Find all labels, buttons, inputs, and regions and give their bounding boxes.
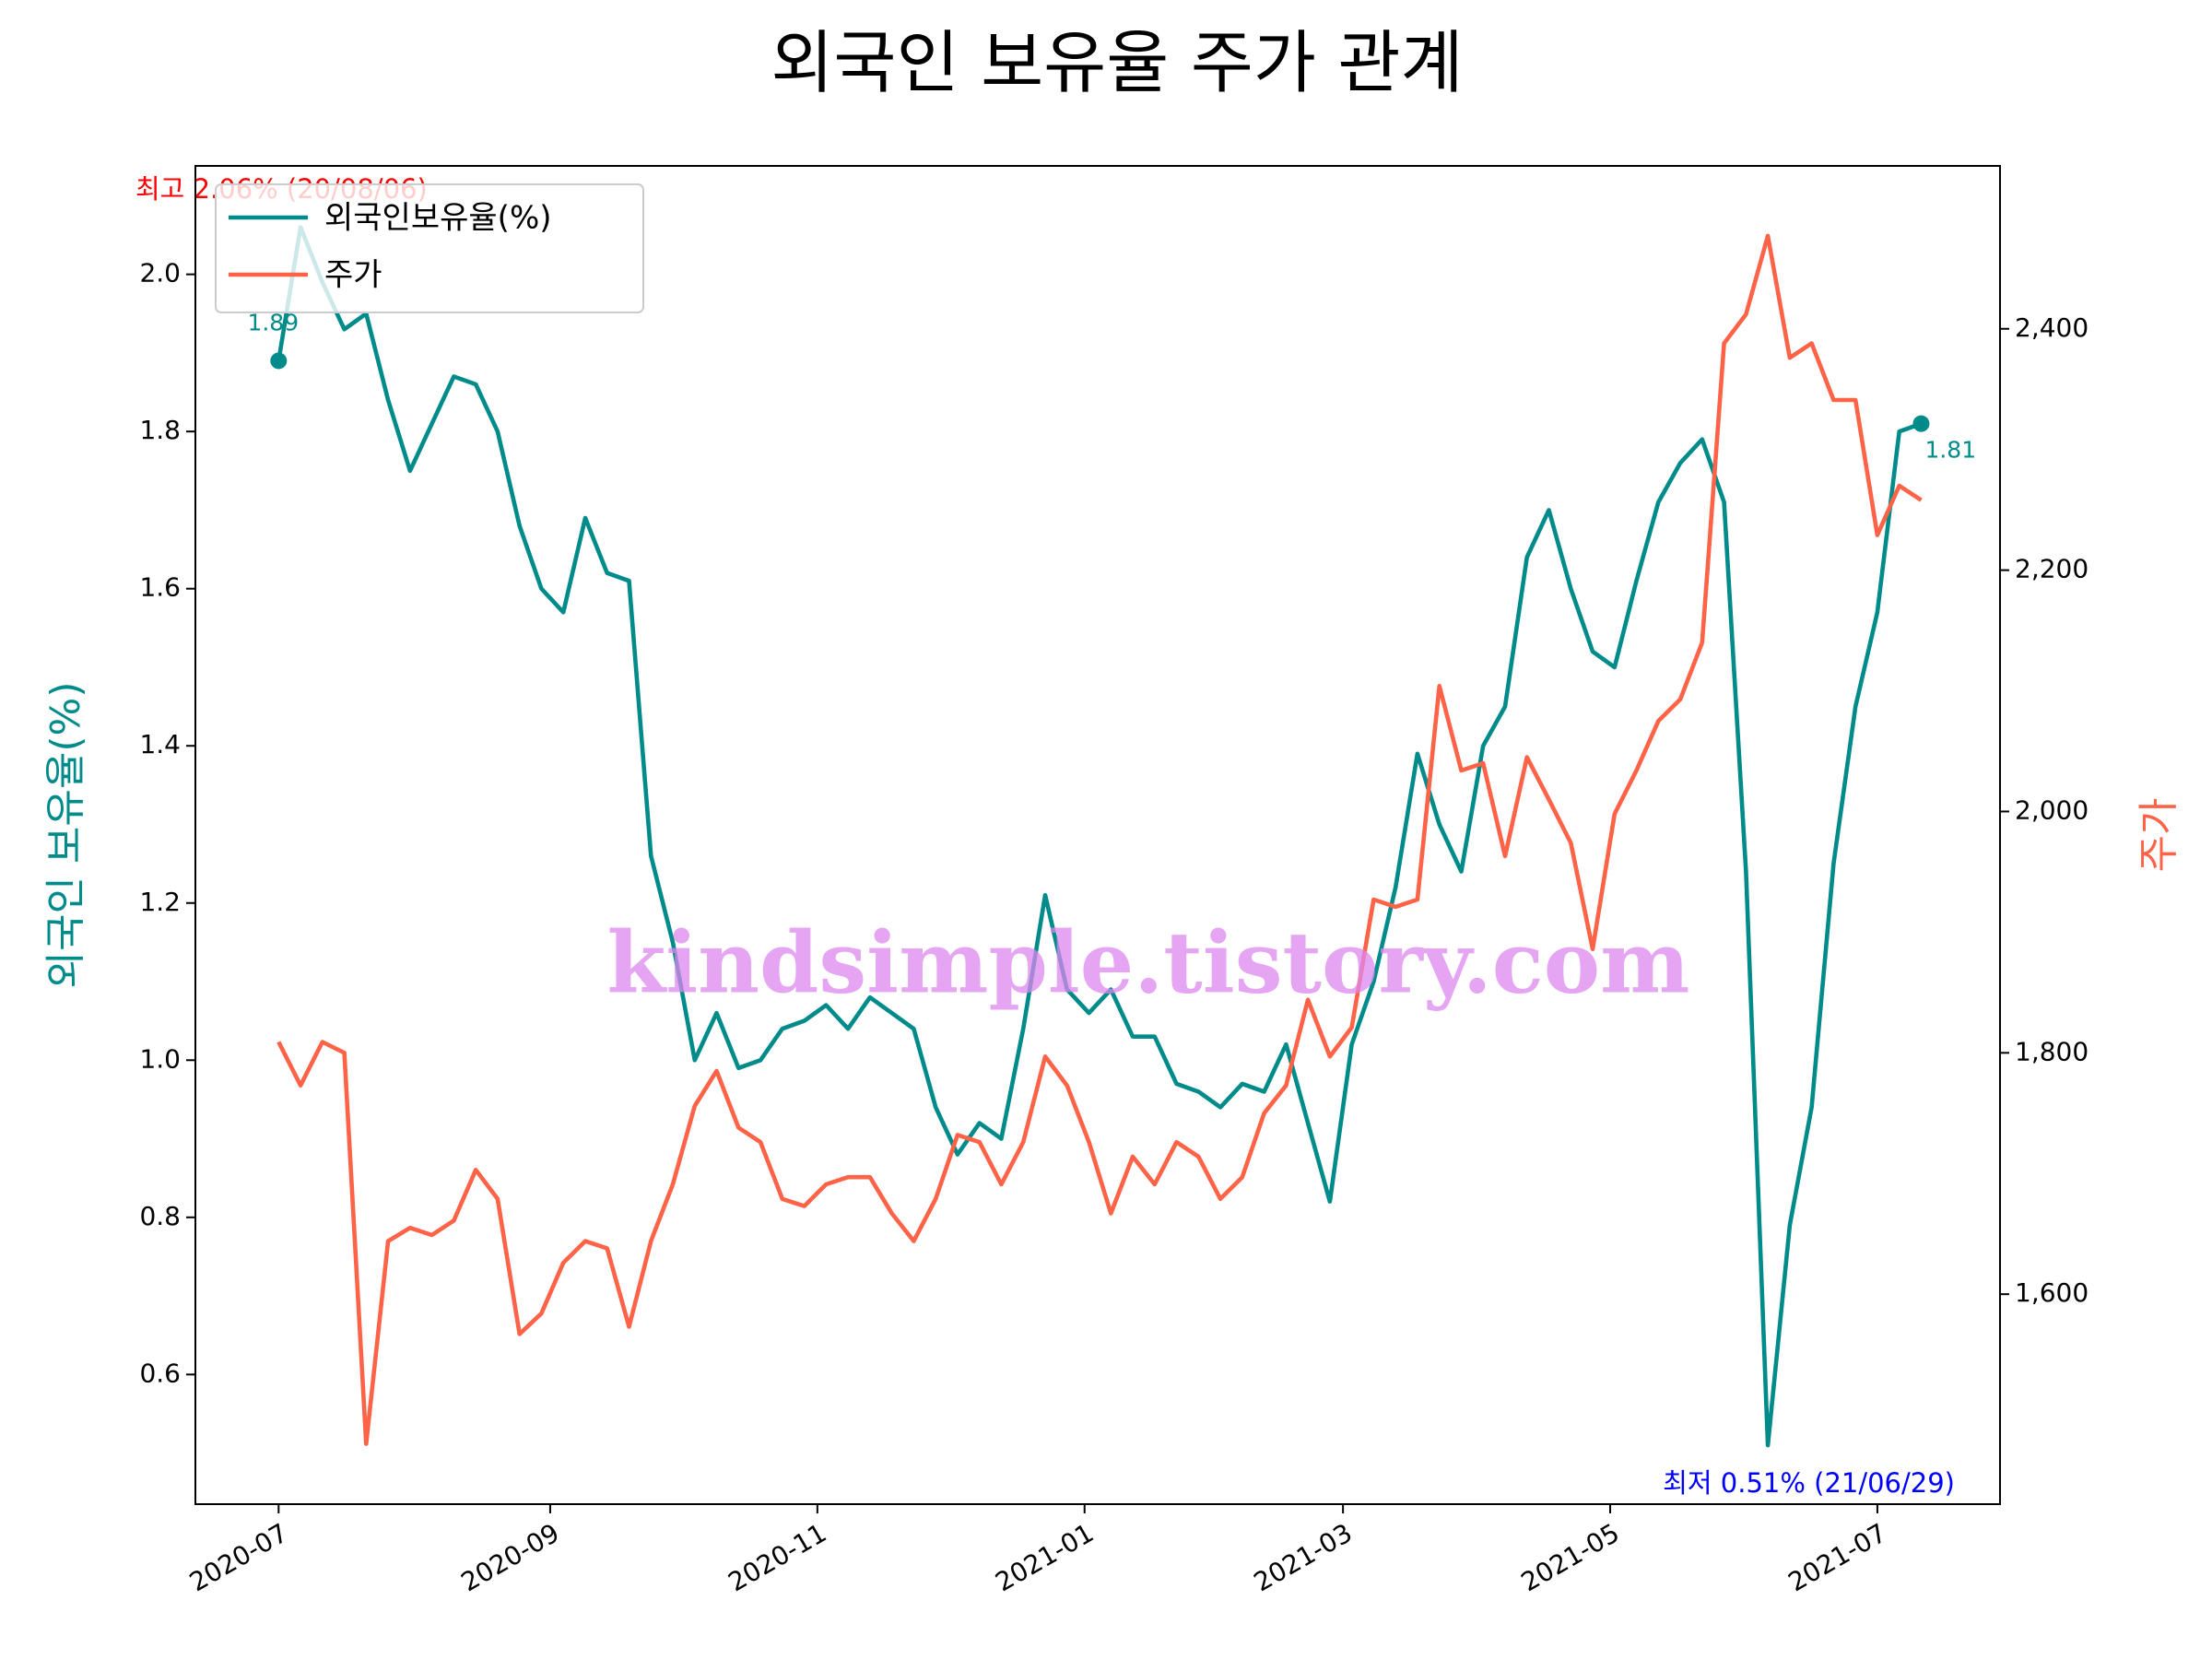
y2-axis-label: 주가 <box>2136 798 2183 873</box>
point-marker <box>270 352 288 370</box>
y-axis-label: 외국인 보유율(%) <box>42 681 89 988</box>
y2-tick-label: 2,400 <box>2015 312 2088 343</box>
point-marker <box>1912 415 1930 432</box>
data-label: 1.89 <box>247 309 299 335</box>
legend-label: 외국인보유율(%) <box>324 200 552 237</box>
chart-title: 외국인 보유율 주가 관계 <box>771 24 1463 103</box>
y2-tick-label: 2,200 <box>2015 554 2088 584</box>
y2-tick-label: 1,800 <box>2015 1036 2088 1066</box>
y-tick-label: 2.0 <box>139 258 181 288</box>
annotation: 최저 0.51% (21/06/29) <box>1663 1467 1955 1499</box>
series-line <box>276 225 1923 1448</box>
data-label: 1.81 <box>1924 437 1976 464</box>
y2-tick-label: 2,000 <box>2015 794 2088 825</box>
plot-frame <box>194 165 2001 1505</box>
y-tick-label: 0.8 <box>139 1201 181 1231</box>
y-tick-label: 0.6 <box>139 1358 181 1388</box>
y-tick-label: 1.2 <box>139 887 181 917</box>
y-tick-label: 1.4 <box>139 729 181 759</box>
watermark: kindsimple.tistory.com <box>606 913 1689 1013</box>
series-line <box>276 233 1923 1446</box>
legend-label: 주가 <box>324 257 382 294</box>
y-tick-label: 1.8 <box>139 415 181 445</box>
y-tick-label: 1.0 <box>139 1043 181 1074</box>
legend-box <box>215 183 644 313</box>
y2-tick-label: 1,600 <box>2015 1277 2088 1308</box>
y-tick-label: 1.6 <box>139 572 181 603</box>
